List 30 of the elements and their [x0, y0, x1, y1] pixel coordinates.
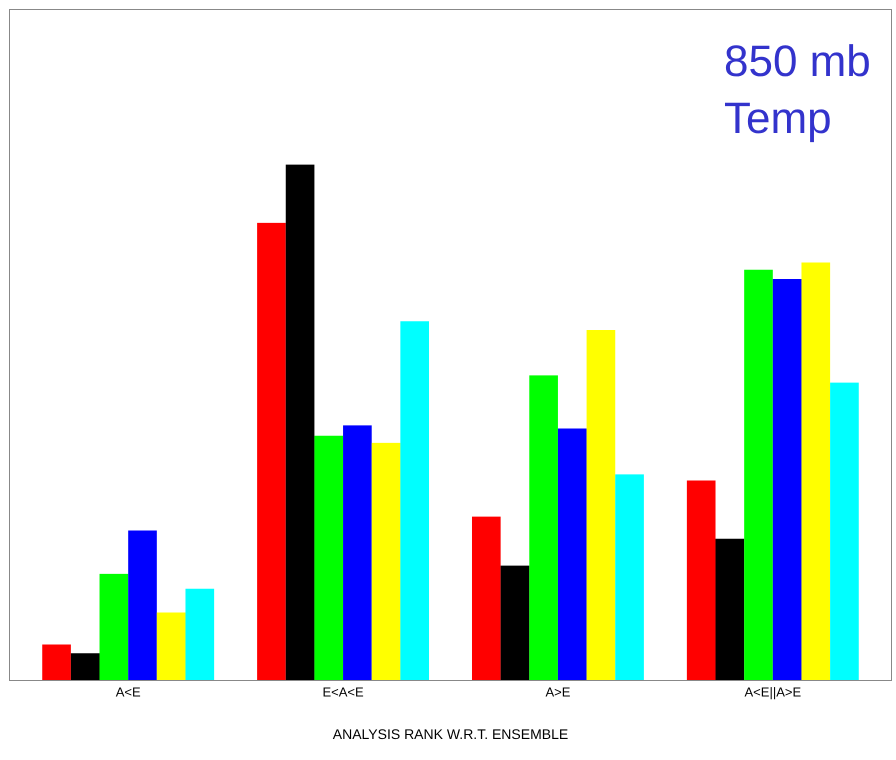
bar [400, 321, 430, 680]
bar [772, 279, 802, 680]
text: 850 mb Temp [724, 37, 871, 144]
bar [558, 428, 587, 680]
bar [500, 566, 530, 680]
bar [343, 425, 372, 680]
bar [314, 436, 344, 680]
x-axis-title: ANALYSIS RANK W.R.T. ENSEMBLE [332, 726, 568, 742]
bar [472, 516, 501, 680]
bar [686, 480, 716, 680]
bar [615, 474, 644, 680]
bar [586, 330, 616, 680]
bar [716, 538, 744, 680]
bar [100, 574, 128, 680]
bar [286, 164, 314, 680]
bar [372, 442, 400, 680]
x-tick-label: A>E [545, 684, 571, 700]
bar [70, 653, 100, 680]
bar [42, 644, 71, 680]
x-tick-label: A<E||A>E [744, 684, 802, 700]
bar [830, 382, 859, 680]
bar [744, 270, 773, 680]
bar [529, 375, 558, 680]
bar [801, 262, 830, 680]
bar [185, 588, 214, 680]
bar [156, 612, 186, 680]
x-tick-label: E<A<E [322, 684, 364, 700]
x-tick-label: A<E [116, 684, 141, 700]
bar [128, 530, 157, 680]
bar [257, 222, 286, 680]
